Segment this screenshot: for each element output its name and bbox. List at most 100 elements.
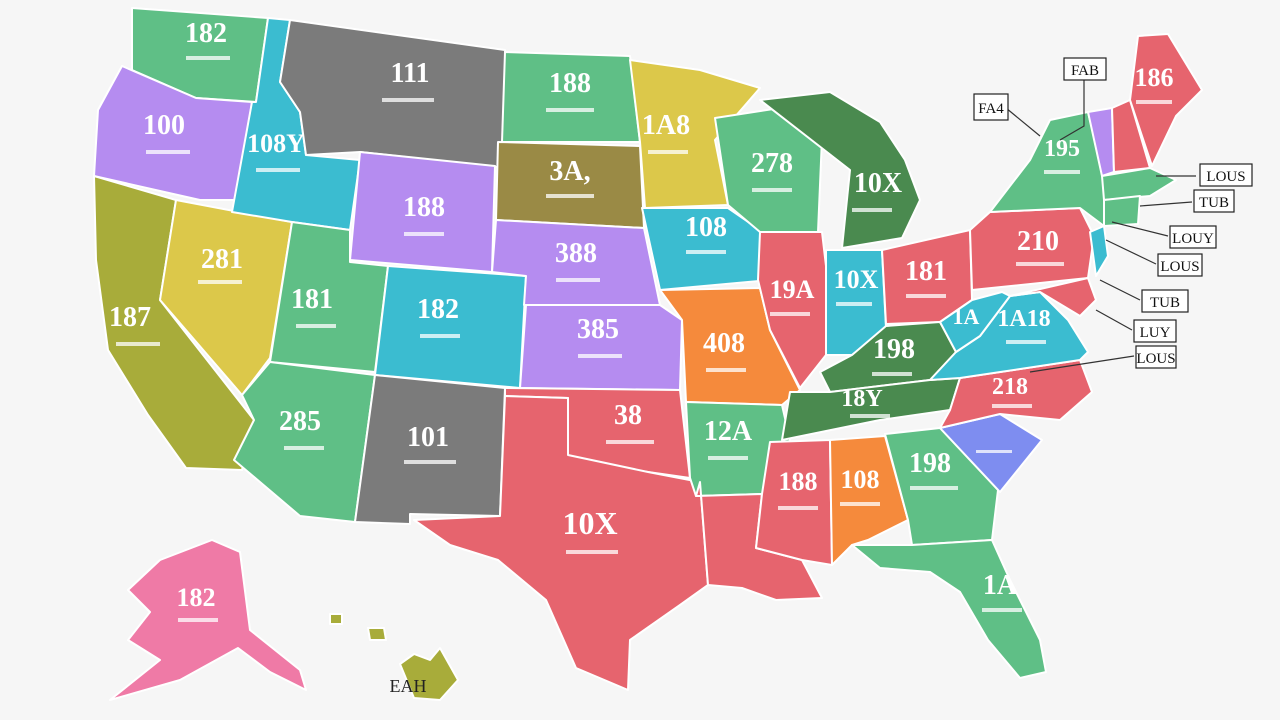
state-co: 182 [374, 265, 527, 389]
state-nc-sublabel [992, 404, 1032, 408]
state-ia-sublabel [686, 250, 726, 254]
state-nd-sublabel [546, 108, 594, 112]
state-mo-sublabel [706, 368, 746, 372]
state-ny: 195 [989, 111, 1105, 227]
callout-5: LOUY [1111, 221, 1217, 249]
state-az-shape [233, 361, 376, 523]
state-wa-sublabel [186, 56, 230, 60]
state-pa: 210 [969, 207, 1095, 291]
state-ne-label: 388 [555, 238, 597, 269]
state-va-sublabel [1006, 340, 1046, 344]
state-md-de [1009, 277, 1097, 317]
state-id-label: 108Y [247, 129, 305, 158]
callout-1: FAB [1059, 57, 1107, 141]
callout-2-text: FA4 [978, 101, 1004, 117]
state-mt-sublabel [382, 98, 434, 102]
state-fl-shape [851, 539, 1047, 679]
state-mt: 111 [279, 19, 506, 169]
state-wy-sublabel [404, 232, 444, 236]
state-nm-sublabel [404, 460, 456, 464]
state-il-sublabel [770, 312, 810, 316]
state-ky-sublabel [872, 372, 912, 376]
state-tx-sublabel [566, 550, 618, 554]
state-oh-label: 181 [905, 256, 947, 287]
state-ak: 182 [109, 539, 307, 701]
callout-7: TUB [1099, 279, 1189, 313]
state-ca-label: 187 [109, 302, 151, 333]
state-co-label: 182 [417, 294, 459, 325]
state-hi-island-3 [399, 647, 459, 701]
state-ct-shape [1103, 195, 1141, 227]
state-pa-sublabel [1016, 262, 1064, 266]
state-ms: 188 [755, 439, 833, 566]
state-al-label: 108 [841, 465, 880, 494]
state-hi-label: EAH [390, 676, 427, 696]
state-ia-label: 108 [685, 212, 727, 243]
callouts: FAB FA4 LOUS TUB LOUY LOUS [973, 57, 1253, 373]
state-fl-label: 1A [983, 570, 1018, 601]
callout-3-text: LOUS [1206, 169, 1245, 185]
state-ky-label: 198 [873, 334, 915, 365]
state-vt-nh [1087, 99, 1151, 177]
state-ok-sublabel [606, 440, 654, 444]
state-ms-label: 188 [779, 467, 818, 496]
state-mo-label: 408 [703, 328, 745, 359]
state-nm: 101 [354, 374, 506, 525]
callout-2: FA4 [973, 93, 1041, 137]
state-or-label: 100 [143, 110, 185, 141]
callout-9: LOUS [1029, 345, 1177, 373]
state-ak-sublabel [178, 618, 218, 622]
callout-7-text: TUB [1150, 295, 1180, 311]
state-ms-sublabel [778, 506, 818, 510]
state-mt-label: 111 [391, 58, 430, 89]
state-mi-sublabel [852, 208, 892, 212]
state-tn-sublabel [850, 414, 890, 418]
state-nv-label: 281 [201, 244, 243, 275]
state-me-sublabel [1136, 100, 1172, 104]
state-ny-shape [989, 111, 1105, 227]
state-az-label: 285 [279, 406, 321, 437]
state-nv: 281 [159, 199, 293, 396]
state-nd-label: 188 [549, 68, 591, 99]
state-ne: 388 [491, 219, 661, 306]
state-mt-shape [279, 19, 506, 169]
state-mn-sublabel [648, 150, 688, 154]
state-tx-shape [413, 395, 709, 691]
state-ar-sublabel [708, 456, 748, 460]
state-nj-shape [1089, 225, 1109, 277]
state-wi-sublabel [752, 188, 792, 192]
state-sc-sublabel [976, 450, 1012, 453]
state-ny-sublabel [1044, 170, 1080, 174]
state-ak-label: 182 [177, 583, 216, 612]
state-il-label: 19A [770, 275, 815, 304]
state-tx: 10X [413, 395, 709, 691]
state-wa-label: 182 [185, 18, 227, 49]
state-wi-label: 278 [751, 148, 793, 179]
state-ne-shape [491, 219, 661, 306]
state-ks: 385 [519, 304, 683, 391]
state-mi: 10X [759, 91, 921, 249]
state-az-sublabel [284, 446, 324, 450]
state-ca-sublabel [116, 342, 160, 346]
state-il-shape [757, 231, 831, 389]
state-or-shape [93, 65, 253, 201]
state-nc-label: 218 [992, 374, 1028, 400]
state-mn: 1A8 [629, 59, 761, 209]
state-ks-label: 385 [577, 314, 619, 345]
state-wy: 188 [349, 151, 496, 273]
state-md-shape [1009, 277, 1097, 317]
state-nj [1089, 225, 1109, 277]
state-va-label: 1A18 [997, 306, 1050, 332]
state-il: 19A [757, 231, 831, 389]
state-mi-label: 10X [854, 168, 902, 199]
state-in-sublabel [836, 302, 872, 306]
callout-1-text: FAB [1071, 63, 1099, 79]
state-nc: 218 [939, 359, 1093, 429]
callout-6: LOUS [1105, 239, 1203, 277]
state-ne-sublabel [556, 278, 600, 282]
state-ma-ct-ri [1101, 167, 1177, 227]
state-wv-label: 1A [953, 304, 980, 329]
state-ks-sublabel [578, 354, 622, 358]
state-sd-sublabel [546, 194, 594, 198]
